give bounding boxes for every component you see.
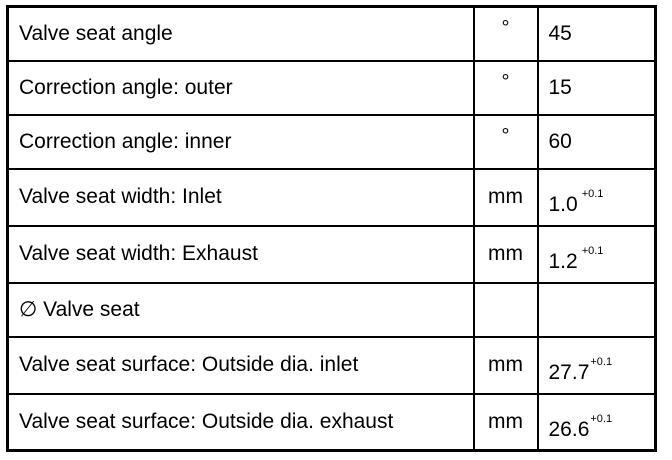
table-row: Valve seat surface: Outside dia. inlet m… — [6, 335, 657, 395]
table-row: Correction angle: inner ° 60 — [6, 113, 657, 170]
row-unit: mm — [472, 392, 539, 452]
value-text: 60 — [548, 129, 572, 153]
row-label: Correction angle: outer — [6, 59, 475, 116]
row-value: 1.2 +0.1 — [536, 224, 657, 284]
valve-seat-spec-table: Valve seat angle ° 45 Correction angle: … — [6, 5, 657, 452]
value-text: 15 — [548, 75, 572, 99]
tolerance-superscript: +0.1 — [581, 188, 604, 200]
row-unit — [472, 281, 539, 338]
row-unit: mm — [472, 224, 539, 284]
row-unit: ° — [472, 5, 539, 62]
row-value: 15 — [536, 59, 657, 116]
row-unit: ° — [472, 59, 539, 116]
row-value — [536, 281, 657, 338]
row-label: Valve seat surface: Outside dia. inlet — [6, 335, 475, 395]
value-text: 1.0 — [548, 193, 578, 216]
value-text: 1.2 — [548, 250, 578, 273]
tolerance-superscript: +0.1 — [581, 245, 604, 257]
row-value: 27.7+0.1 — [536, 335, 657, 395]
value-text: 26.6 — [548, 417, 590, 441]
row-label: Valve seat angle — [6, 5, 475, 62]
value-text: 45 — [548, 21, 572, 45]
row-label: Valve seat surface: Outside dia. exhaust — [6, 392, 475, 452]
row-value: 26.6+0.1 — [536, 392, 657, 452]
row-value: 1.0 +0.1 — [536, 167, 657, 227]
row-unit: ° — [472, 113, 539, 170]
row-value: 45 — [536, 5, 657, 62]
table-row: Correction angle: outer ° 15 — [6, 59, 657, 116]
row-unit: mm — [472, 335, 539, 395]
value-text: 27.7 — [548, 361, 590, 384]
row-unit: mm — [472, 167, 539, 227]
table-row: Valve seat surface: Outside dia. exhaust… — [6, 392, 657, 452]
table-row: Valve seat width: Inlet mm 1.0 +0.1 — [6, 167, 657, 227]
row-value: 60 — [536, 113, 657, 170]
row-label: Valve seat width: Exhaust — [6, 224, 475, 284]
tolerance-superscript: +0.1 — [590, 412, 613, 425]
table-row: Valve seat width: Exhaust mm 1.2 +0.1 — [6, 224, 657, 284]
table-row: ∅ Valve seat — [6, 281, 657, 338]
table-row: Valve seat angle ° 45 — [6, 5, 657, 62]
row-label: Valve seat width: Inlet — [6, 167, 475, 227]
row-label: ∅ Valve seat — [6, 281, 475, 338]
tolerance-superscript: +0.1 — [590, 356, 613, 368]
row-label: Correction angle: inner — [6, 113, 475, 170]
